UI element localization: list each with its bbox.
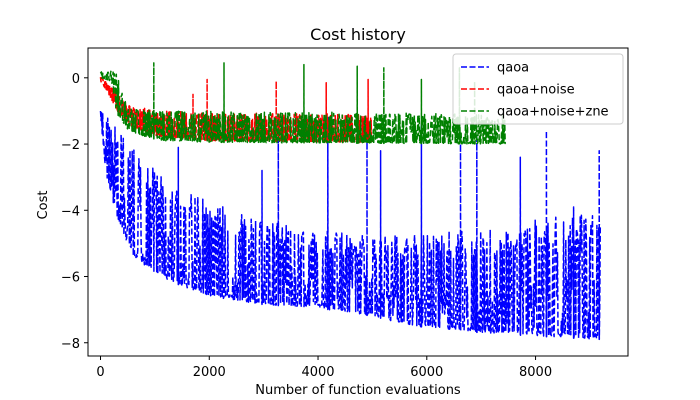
x-axis-label: Number of function evaluations — [255, 383, 461, 398]
y-axis-label: Cost — [36, 191, 51, 220]
y-tick-label: −4 — [61, 204, 80, 219]
x-tick-label: 8000 — [519, 365, 552, 380]
x-tick-label: 6000 — [410, 365, 443, 380]
series-line-qaoa — [99, 110, 602, 341]
x-axis: 0 2000 4000 6000 8000 — [96, 356, 552, 380]
legend-label: qaoa+noise — [497, 83, 575, 98]
legend-label: qaoa+noise+zne — [497, 105, 609, 120]
y-tick-label: 0 — [72, 72, 80, 87]
legend-label: qaoa — [497, 61, 529, 76]
x-tick-label: 2000 — [193, 365, 226, 380]
y-tick-label: −2 — [61, 138, 80, 153]
legend: qaoa qaoa+noise qaoa+noise+zne — [452, 53, 624, 125]
y-tick-label: −6 — [61, 271, 80, 286]
y-tick-label: −8 — [61, 337, 80, 352]
y-axis: −8 −6 −4 −2 0 — [61, 72, 88, 352]
plot-frame — [87, 47, 629, 357]
x-tick-label: 4000 — [301, 365, 334, 380]
x-tick-label: 0 — [96, 365, 104, 380]
series-layer — [99, 62, 602, 341]
legend-box — [452, 53, 624, 125]
chart-title: Cost history — [310, 25, 406, 44]
series-line-qaoa-noise-zne — [99, 62, 507, 145]
